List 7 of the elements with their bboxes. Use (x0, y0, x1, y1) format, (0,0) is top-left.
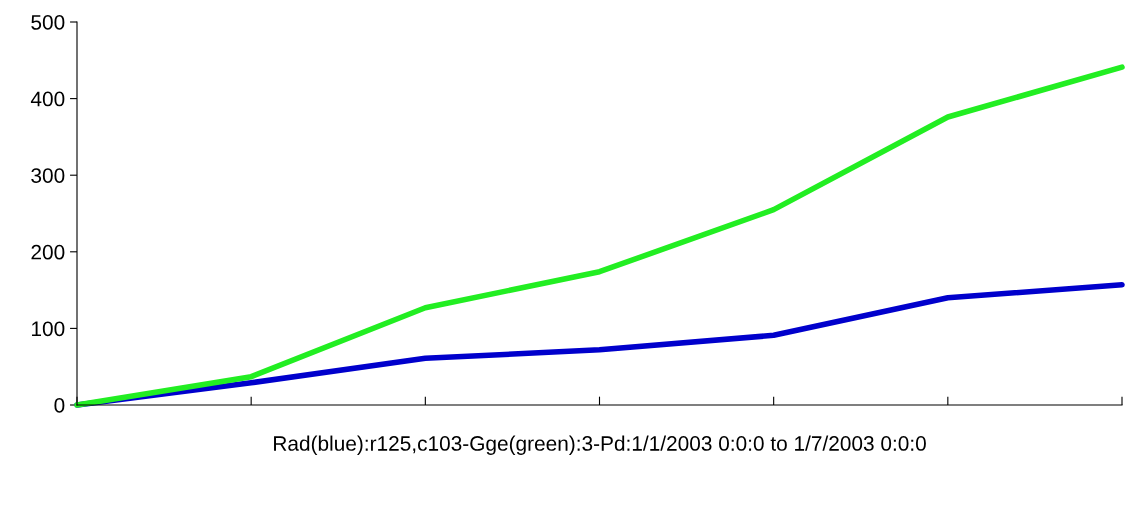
y-tick-label: 0 (54, 398, 65, 413)
y-tick-label: 300 (31, 168, 65, 183)
y-tick-label: 500 (31, 15, 65, 30)
y-tick-label: 200 (31, 244, 65, 260)
y-tick-label: 100 (32, 321, 65, 337)
x-axis-title: Rad(blue):r125,c103-Gge(green):3-Pd:1/1/2003 0:0:0 to 1/7/2003 0:0:0 (274, 435, 926, 455)
y-tick-label: 400 (30, 91, 65, 107)
